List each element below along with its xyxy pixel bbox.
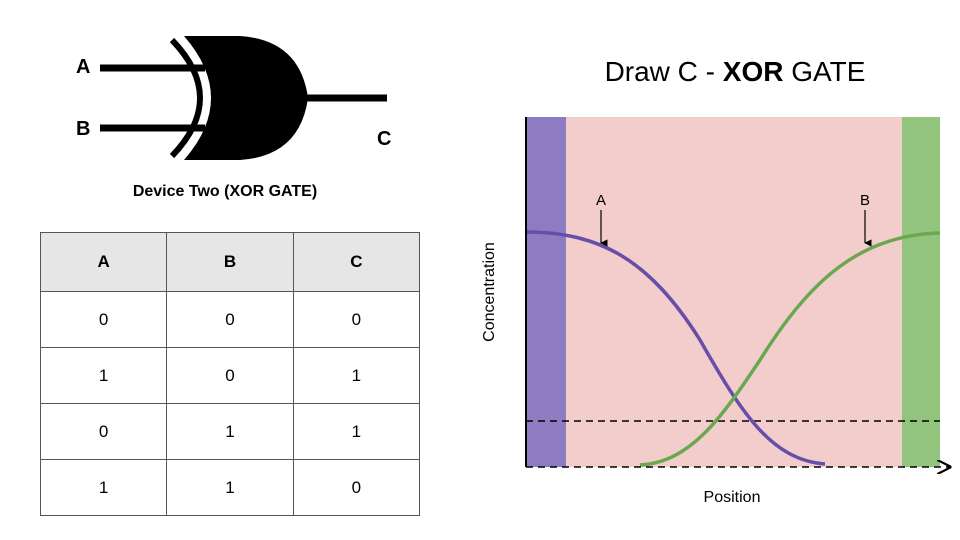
y-axis-label: Concentration (481, 242, 498, 342)
title-xor: XOR (722, 56, 784, 87)
truth-table: A B C 0 0 0 1 0 1 0 1 1 1 1 0 (39, 232, 421, 516)
right-band (902, 117, 940, 467)
input-b-label: B (76, 118, 91, 140)
header-b: B (166, 232, 294, 292)
x-axis-label: Position (703, 489, 761, 506)
title-suffix: GATE (783, 56, 866, 87)
table-cell: 1 (39, 347, 168, 404)
curve-a-label: A (596, 192, 606, 209)
output-c-label: C (377, 128, 392, 150)
table-cell: 1 (292, 403, 421, 460)
header-c: C (292, 232, 421, 292)
table-cell: 1 (39, 459, 168, 516)
xor-extra-arc (169, 37, 203, 159)
table-row: 1 1 0 (39, 459, 421, 516)
left-band (526, 117, 566, 467)
table-cell: 1 (166, 459, 294, 516)
curve-b-label: B (860, 192, 870, 209)
background-region (526, 117, 940, 467)
draw-c-title: Draw C - XOR GATE (530, 56, 940, 88)
table-row: 0 1 1 (39, 403, 421, 460)
title-prefix: Draw C - (604, 56, 723, 87)
table-cell: 0 (292, 459, 421, 516)
table-row: 1 0 1 (39, 347, 421, 404)
header-a: A (39, 232, 168, 292)
truth-table-header-row: A B C (39, 232, 421, 292)
table-cell: 0 (166, 347, 294, 404)
input-a-label: A (76, 56, 91, 78)
table-cell: 1 (292, 347, 421, 404)
xor-gate-body (184, 36, 308, 160)
curve-a (525, 230, 826, 466)
curve-b (639, 231, 941, 467)
device-caption: Device Two (XOR GATE) (132, 183, 318, 200)
